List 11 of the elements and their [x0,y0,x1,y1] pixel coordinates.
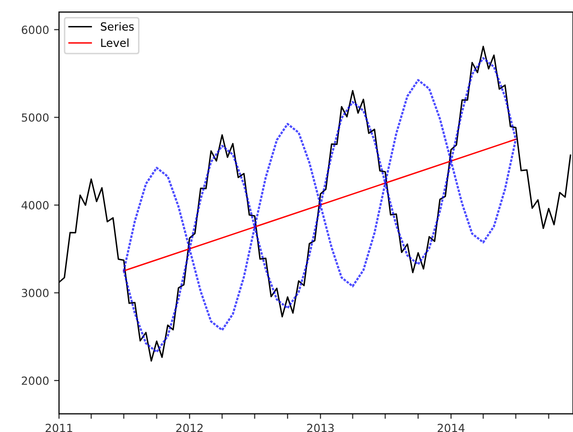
x-tick-label: 2013 [307,424,334,432]
x-tick-label: 2014 [438,424,465,432]
x-tick-label: 2012 [176,424,203,432]
legend-label: Series [100,22,134,31]
legend-label: Level [101,38,128,48]
x-tick-label: 2011 [46,424,72,432]
y-tick-label: 4000 [22,201,49,210]
y-tick-label: 3000 [22,288,49,298]
y-tick-label: 6000 [22,26,49,34]
y-tick-label: 2000 [22,376,49,385]
y-tick-label: 5000 [22,113,49,122]
